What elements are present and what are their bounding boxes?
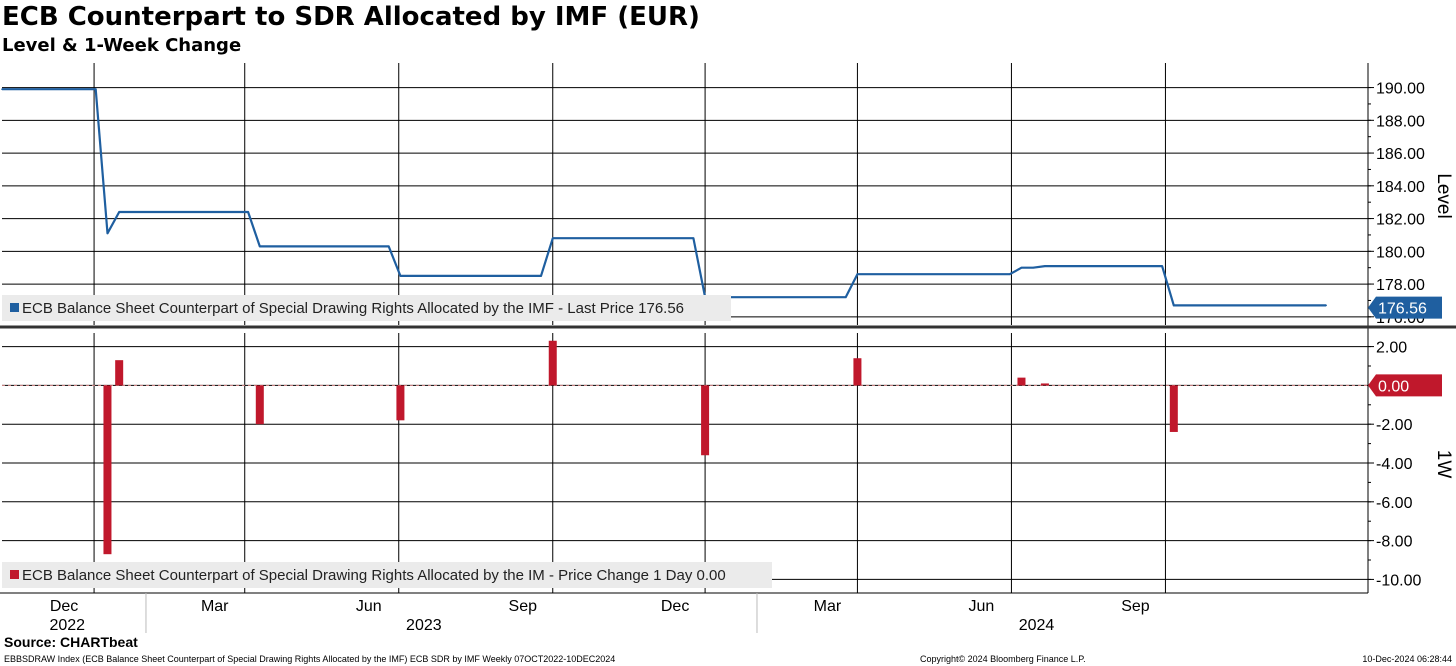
change-tick-label: -10.00: [1376, 572, 1421, 589]
x-month-label: Jun: [969, 598, 995, 615]
change-last-value-tag: [1368, 374, 1442, 397]
level-legend-label: ECB Balance Sheet Counterpart of Special…: [22, 300, 684, 317]
level-tick-label: 180.00: [1376, 244, 1425, 261]
x-month-label: Sep: [1121, 598, 1150, 615]
footer-ticker-description: EBBSDRAW Index (ECB Balance Sheet Counte…: [4, 654, 616, 664]
level-data-point: [844, 296, 847, 298]
x-month-label: Dec: [661, 598, 689, 615]
level-data-point: [258, 245, 261, 248]
x-month-label: Dec: [50, 598, 78, 615]
change-bar: [1040, 383, 1049, 386]
change-bar: [548, 340, 557, 386]
level-tick-label: 186.00: [1376, 146, 1425, 163]
change-bar: [853, 358, 862, 386]
change-tick-label: -4.00: [1376, 456, 1413, 473]
level-axis-title: Level: [1433, 173, 1454, 218]
level-legend-swatch: [10, 303, 19, 312]
x-year-label: 2024: [1019, 617, 1055, 634]
level-data-point: [1020, 266, 1023, 269]
change-bar: [396, 385, 405, 421]
change-tick-label: 2.00: [1376, 340, 1407, 357]
level-tick-label: 182.00: [1376, 212, 1425, 229]
chart-title: ECB Counterpart to SDR Allocated by IMF …: [2, 2, 700, 32]
level-data-point: [247, 211, 249, 213]
change-bar: [1017, 377, 1026, 386]
level-legend-box: [2, 295, 731, 321]
footer-copyright: Copyright© 2024 Bloomberg Finance L.P.: [920, 654, 1086, 664]
level-data-point: [1044, 265, 1046, 267]
level-tick-label: 178.00: [1376, 277, 1425, 294]
chart-subtitle: Level & 1-Week Change: [2, 35, 242, 56]
x-year-label: 2023: [406, 617, 442, 634]
change-tick-label: -2.00: [1376, 417, 1413, 434]
change-bar: [701, 385, 710, 456]
level-last-value-tag: [1368, 296, 1442, 319]
change-bar: [115, 360, 124, 386]
level-tick-label: 190.00: [1376, 81, 1425, 98]
footer-timestamp: 10-Dec-2024 06:28:44: [1362, 654, 1452, 664]
change-tick-label: -8.00: [1376, 534, 1413, 551]
level-data-point: [856, 273, 859, 276]
x-month-label: Jun: [356, 598, 382, 615]
level-data-point: [399, 275, 402, 277]
x-month-label: Mar: [201, 598, 229, 615]
level-data-point: [387, 245, 390, 248]
change-bar: [1169, 385, 1178, 432]
level-data-point: [118, 211, 120, 213]
x-month-label: Sep: [509, 598, 538, 615]
level-data-point: [540, 275, 542, 277]
level-data-point: [106, 232, 109, 235]
change-legend-box: [2, 562, 772, 588]
level-last-value-label: 176.56: [1378, 301, 1427, 318]
level-data-point: [1, 88, 3, 90]
change-legend-label: ECB Balance Sheet Counterpart of Special…: [22, 567, 726, 584]
source-note: Source: CHARTbeat: [4, 634, 138, 650]
level-data-point: [551, 237, 554, 240]
level-tick-label: 184.00: [1376, 179, 1425, 196]
level-data-point: [692, 237, 695, 240]
x-month-label: Mar: [814, 598, 842, 615]
change-legend-swatch: [10, 570, 19, 579]
change-tick-label: -6.00: [1376, 495, 1413, 512]
change-axis-title: 1W: [1433, 450, 1454, 479]
level-data-point: [94, 88, 97, 90]
level-data-point: [1325, 304, 1327, 307]
level-data-point: [1008, 273, 1011, 276]
level-data-point: [1161, 265, 1163, 267]
level-data-point: [1032, 266, 1034, 269]
level-series-line: [2, 88, 1327, 307]
x-year-label: 2022: [49, 617, 85, 634]
level-data-point: [1173, 304, 1175, 307]
change-bar: [103, 385, 112, 555]
level-tick-label: 188.00: [1376, 113, 1425, 130]
change-bar: [255, 385, 264, 425]
change-last-value-label: 0.00: [1378, 378, 1409, 395]
